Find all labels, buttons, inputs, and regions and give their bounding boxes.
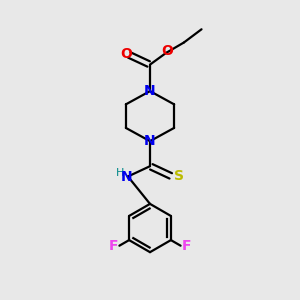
Text: S: S	[174, 169, 184, 184]
Text: F: F	[182, 239, 191, 253]
Text: N: N	[144, 134, 156, 148]
Text: H: H	[116, 168, 124, 178]
Text: O: O	[162, 44, 174, 58]
Text: N: N	[144, 84, 156, 98]
Text: F: F	[109, 239, 118, 253]
Text: N: N	[121, 170, 132, 184]
Text: O: O	[121, 47, 132, 61]
